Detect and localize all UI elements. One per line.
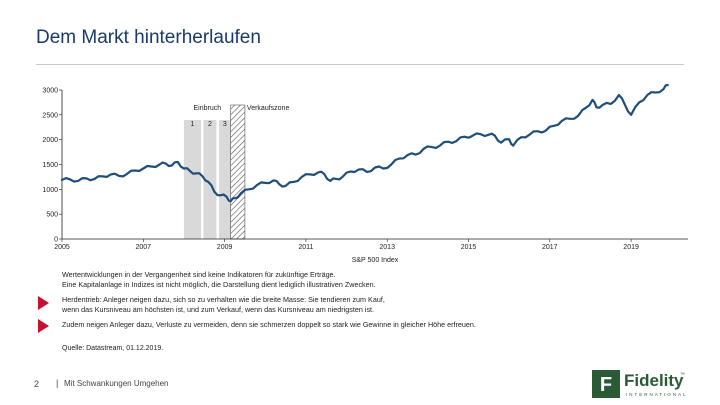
title-divider — [36, 64, 684, 65]
logo-glyph: F — [600, 374, 612, 396]
sell-zone-annotation: Verkaufszone — [247, 105, 290, 112]
sell-zone — [230, 104, 246, 240]
arrow-bullet-icon — [38, 296, 49, 310]
slide-title: Dem Markt hinterherlaufen — [36, 27, 261, 48]
crash-band-2 — [203, 120, 217, 239]
x-tick-label: 2007 — [136, 244, 152, 251]
x-tick-label: 2017 — [542, 244, 558, 251]
x-tick-label: 2009 — [217, 244, 233, 251]
logo-trademark: ™ — [680, 372, 685, 378]
bullet-text: Zudem neigen Anleger dazu, Verluste zu v… — [62, 320, 476, 330]
x-tick-label: 2013 — [379, 244, 395, 251]
y-tick-label: 500 — [46, 212, 58, 219]
page-number: 2 — [34, 379, 40, 389]
sp500-series-line — [60, 83, 669, 203]
y-tick-label: 1500 — [42, 162, 58, 169]
axes — [59, 89, 688, 242]
arrow-bullet-icon — [38, 319, 49, 333]
band-label-1: 1 — [191, 121, 195, 128]
band-label-2: 2 — [208, 121, 212, 128]
logo-tagline: INTERNATIONAL — [626, 392, 688, 397]
x-tick-label: 2005 — [54, 244, 70, 251]
bullet-line: Herdentrieb: Anleger neigen dazu, sich s… — [62, 295, 385, 304]
x-tick-label: 2019 — [623, 244, 639, 251]
x-tick-label: 2011 — [298, 244, 313, 251]
footer-text: Mit Schwankungen Umgehen — [64, 379, 169, 388]
source-note: Quelle: Datastream, 01.12.2019. — [62, 345, 164, 352]
y-tick-label: 3000 — [42, 88, 58, 95]
y-tick-label: 2500 — [42, 112, 58, 119]
disclaimer-line-1: Wertentwicklungen in der Vergangenheit s… — [62, 270, 336, 279]
footer: 2 | Mit Schwankungen Umgehen F Fidelity … — [0, 370, 720, 400]
bullet-line: wenn das Kursniveau am höchsten ist, und… — [62, 305, 375, 314]
y-tick-label: 0 — [54, 237, 58, 244]
crash-band-1 — [183, 120, 202, 239]
chart-labels: 1 2 3 0 500 1000 1500 2000 2500 3000 2005 2007 2009 2… — [42, 88, 639, 265]
fidelity-logo-icon: F — [592, 370, 620, 398]
bullet-herd-behavior: Herdentrieb: Anleger neigen dazu, sich s… — [38, 295, 658, 317]
x-axis-title: S&P 500 Index — [352, 257, 399, 264]
sp500-chart: 1 2 3 0 500 1000 1500 2000 2500 3000 2005 2007 2009 2… — [42, 83, 688, 265]
y-tick-label: 1000 — [42, 187, 58, 194]
x-tick-label: 2015 — [461, 244, 477, 251]
band-label-3: 3 — [223, 121, 227, 128]
crash-band-3 — [218, 120, 231, 239]
bullet-line: Zudem neigen Anleger dazu, Verluste zu v… — [62, 320, 476, 329]
bullet-loss-aversion: Zudem neigen Anleger dazu, Verluste zu v… — [38, 318, 658, 334]
crash-bands — [183, 104, 246, 240]
crash-annotation: Einbruch — [194, 105, 222, 112]
footer-divider: | — [56, 378, 59, 388]
bullet-text: Herdentrieb: Anleger neigen dazu, sich s… — [62, 295, 385, 315]
disclaimer-line-2: Eine Kapitalanlage in Indizes ist nicht … — [62, 280, 376, 289]
logo-name: Fidelity — [624, 371, 684, 390]
y-tick-label: 2000 — [42, 137, 58, 144]
